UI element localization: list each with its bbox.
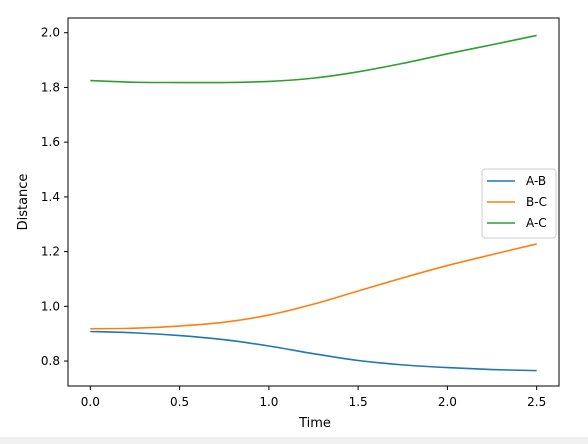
x-tick-label: 2.5 [527,395,546,409]
series-line-a-c [90,34,537,84]
y-axis-ticks: 0.8 1.0 1.2 1.4 1.6 1.8 2.0 [41,26,68,368]
x-tick-label: 2.0 [438,395,457,409]
x-tick-label: 0.0 [81,395,100,409]
x-tick-label: 0.5 [170,395,189,409]
y-tick-label: 1.2 [41,245,60,259]
legend-label-a-b: A-B [526,174,546,188]
y-axis-label: Distance [16,174,31,231]
x-tick-label: 1.0 [259,395,278,409]
y-tick-label: 1.4 [41,190,60,204]
series-line-a-b [90,330,537,372]
x-axis-ticks: 0.0 0.5 1.0 1.5 2.0 2.5 [81,386,546,409]
legend-label-a-c: A-C [526,216,547,230]
series-line-b-c [90,243,537,330]
y-tick-label: 2.0 [41,26,60,40]
legend: A-B B-C A-C [481,168,557,239]
y-tick-label: 1.0 [41,299,60,313]
x-tick-label: 1.5 [349,395,368,409]
series-lines [90,34,537,372]
y-tick-label: 1.6 [41,135,60,149]
legend-box [481,168,557,239]
x-axis-label: Time [298,416,331,431]
y-tick-label: 0.8 [41,354,60,368]
legend-label-b-c: B-C [526,195,547,209]
plot-area-frame [67,17,560,387]
y-tick-label: 1.8 [41,80,60,94]
window-bottom-strip [0,437,588,444]
